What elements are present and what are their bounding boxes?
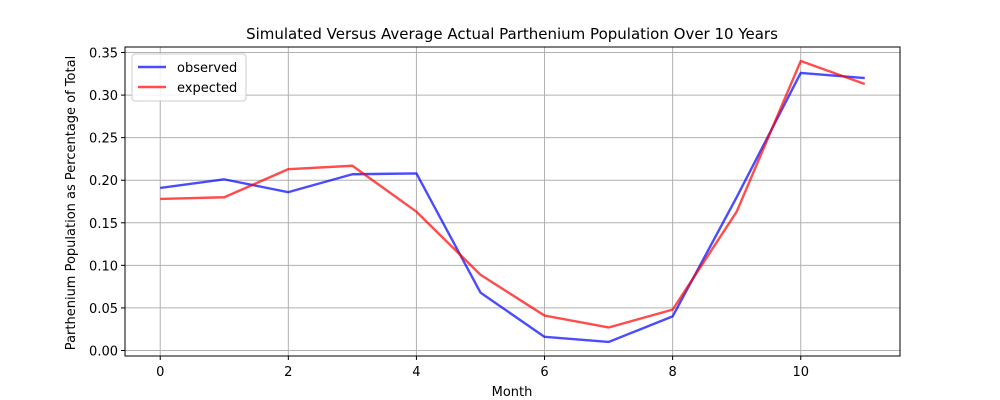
series-line-expected <box>160 59 866 329</box>
series-lines <box>160 59 866 344</box>
legend-label-observed: observed <box>177 61 237 76</box>
y-axis-label: Parthenium Population as Percentage of T… <box>64 56 79 350</box>
axis-ticks: 0 2 4 6 8 10 0.00 0.05 0.10 0.15 0.20 0.25 0.30 0.35 <box>89 47 809 380</box>
x-axis-label: Month <box>492 385 533 400</box>
y-tick-label: 0.25 <box>89 132 118 147</box>
y-tick-label: 0.05 <box>89 302 118 317</box>
x-tick-label: 0 <box>156 365 164 380</box>
y-tick-label: 0.10 <box>89 259 118 274</box>
x-tick-label: 10 <box>792 365 809 380</box>
legend-box <box>131 53 247 102</box>
x-tick-label: 8 <box>668 365 676 380</box>
legend: observed expected <box>131 53 247 102</box>
y-tick-label: 0.20 <box>89 174 118 189</box>
chart-title: Simulated Versus Average Actual Partheni… <box>246 25 778 43</box>
y-tick-label: 0.35 <box>89 47 118 62</box>
x-tick-label: 6 <box>540 365 548 380</box>
y-tick-label: 0.30 <box>89 89 118 104</box>
y-tick-label: 0.00 <box>89 344 118 359</box>
series-line-observed <box>160 71 865 344</box>
grid <box>125 47 900 356</box>
y-tick-label: 0.15 <box>89 217 118 232</box>
x-tick-label: 2 <box>284 365 292 380</box>
legend-label-expected: expected <box>177 81 237 96</box>
plot-frame <box>124 46 901 357</box>
x-tick-label: 4 <box>412 365 420 380</box>
